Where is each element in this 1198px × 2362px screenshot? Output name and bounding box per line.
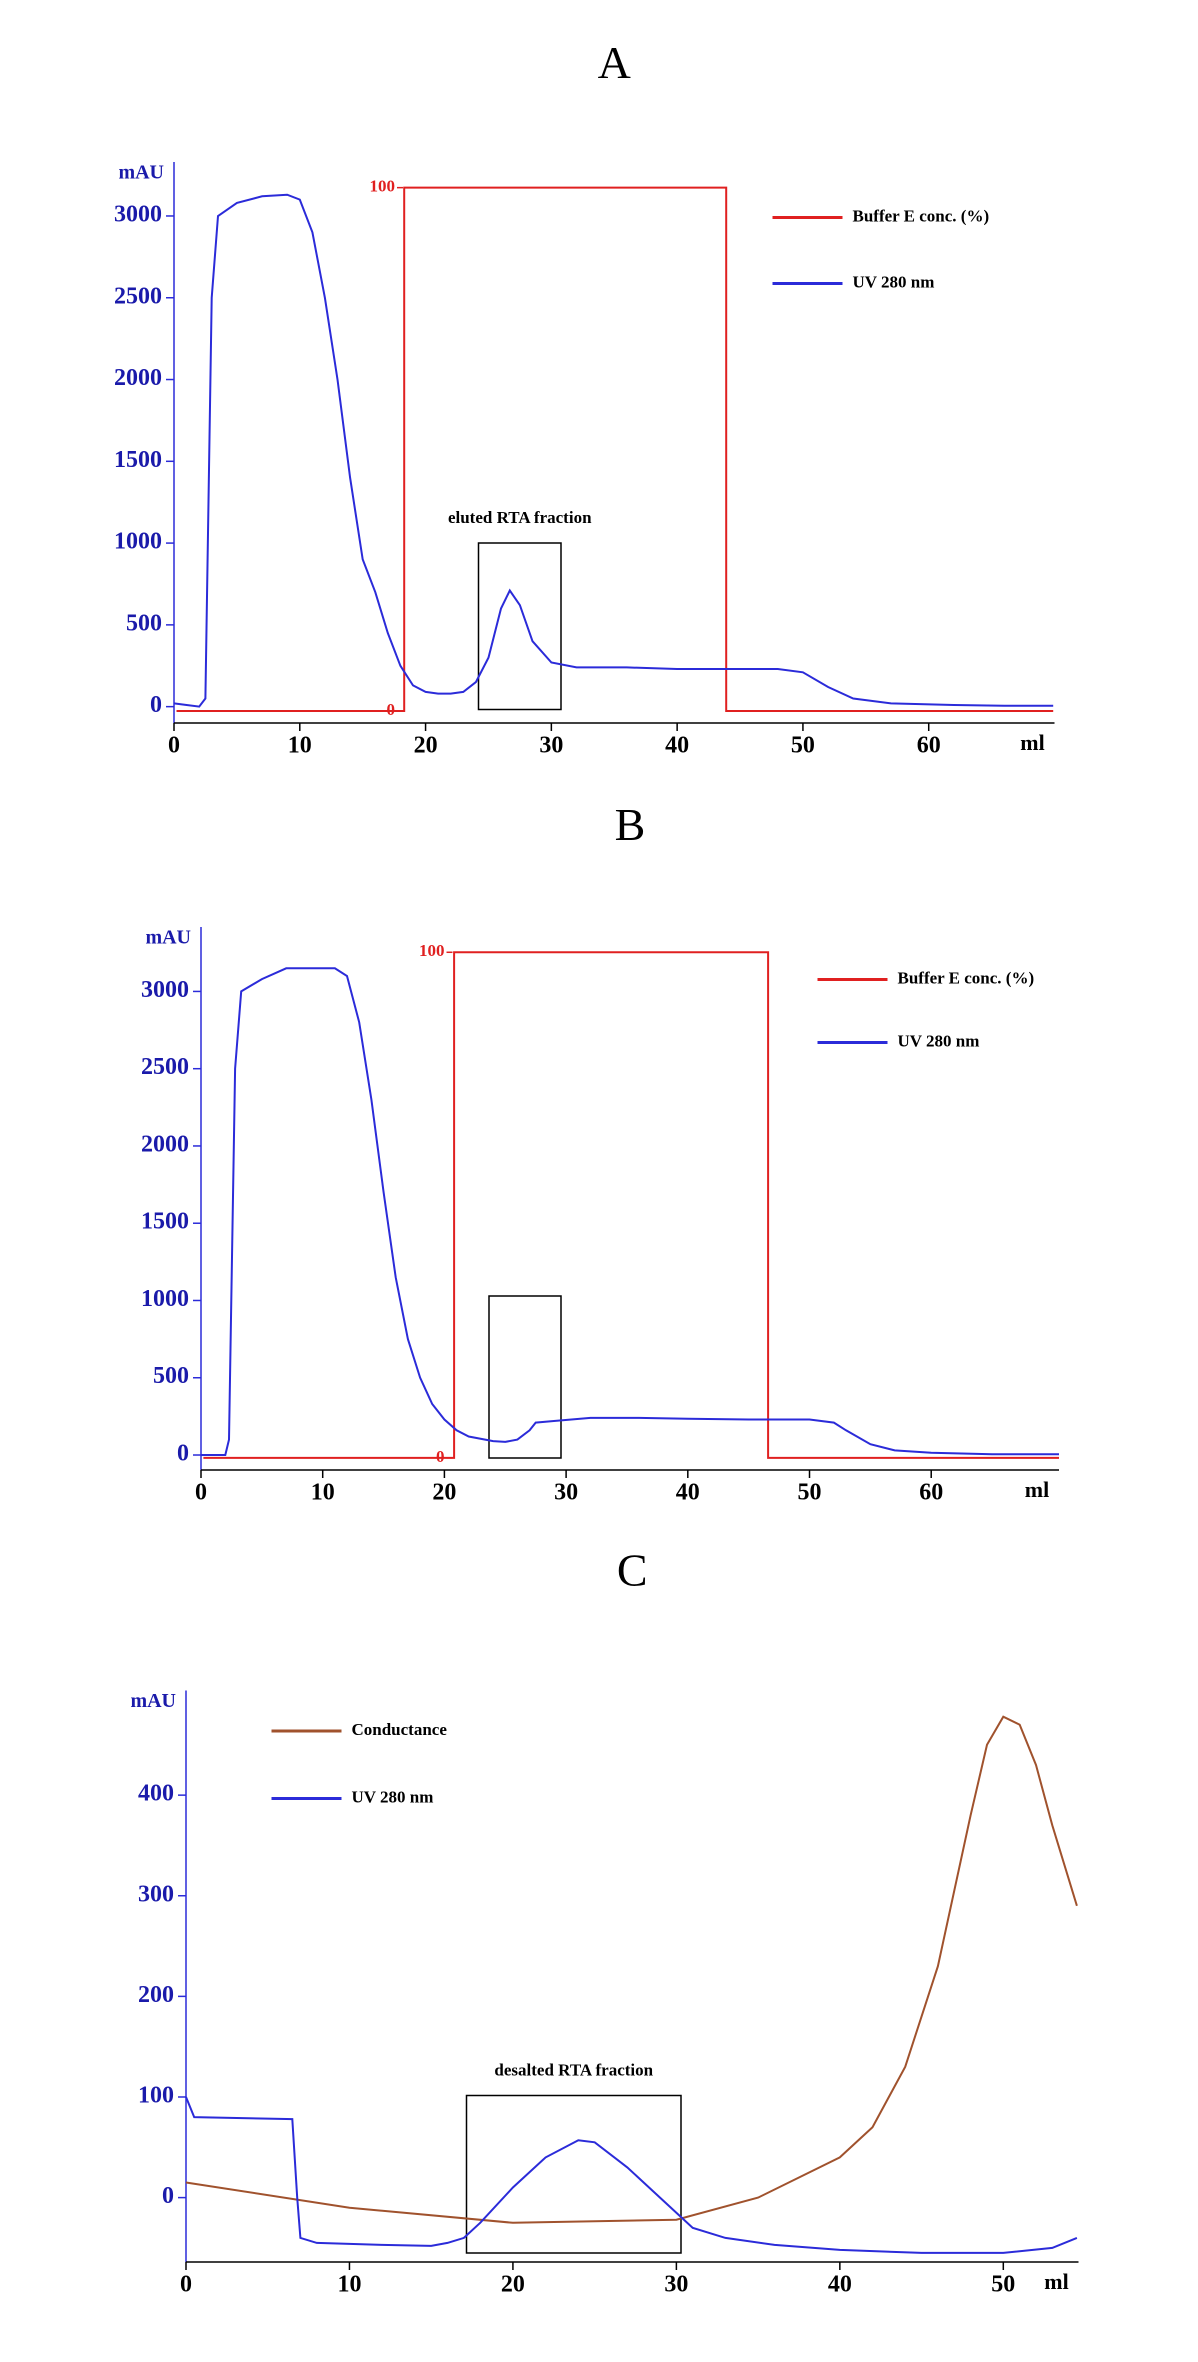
x-tick-label: 10: [311, 1480, 335, 1506]
series-line: [173, 193, 1054, 708]
y-tick-label: 200: [138, 1982, 174, 2008]
x-axis-label: ml: [1025, 1477, 1049, 1502]
y-tick-label: 2500: [141, 1054, 189, 1080]
x-tick-label: 10: [337, 2272, 361, 2298]
x-tick-label: 20: [501, 2272, 525, 2298]
x-tick-label: 30: [554, 1480, 578, 1506]
annotation: desalted RTA fraction: [494, 2060, 653, 2079]
x-tick-label: 40: [665, 733, 689, 759]
y-tick-label: 3000: [114, 201, 162, 227]
x-tick-label: 40: [676, 1480, 700, 1506]
fraction-box: [465, 2094, 682, 2254]
y-tick-label: 0: [177, 1441, 189, 1467]
y-tick-label: 300: [138, 1881, 174, 1907]
x-tick-label: 10: [288, 733, 312, 759]
x-tick-label: 0: [168, 733, 180, 759]
series-line: [185, 1715, 1078, 2224]
x-tick-label: 0: [180, 2272, 192, 2298]
legend-label: Buffer E conc. (%): [898, 968, 1035, 987]
chart-title: A: [598, 37, 631, 88]
legend-label: UV 280 nm: [853, 272, 935, 291]
y-tick-label: 400: [138, 1781, 174, 1807]
y2-tick-label: 100: [370, 177, 396, 196]
y-tick-label: 0: [150, 692, 162, 718]
legend-label: Buffer E conc. (%): [853, 206, 990, 225]
y2-tick-label: 0: [436, 1447, 445, 1466]
y-tick-label: 0: [162, 2183, 174, 2209]
x-axis-label: ml: [1020, 730, 1044, 755]
y-tick-label: 1500: [141, 1209, 189, 1235]
x-tick-label: 30: [664, 2272, 688, 2298]
y-axis-label: mAU: [145, 927, 191, 949]
y2-tick-label: 100: [419, 941, 445, 960]
series-line: [185, 2096, 1078, 2254]
x-tick-label: 40: [828, 2272, 852, 2298]
y-axis-label: mAU: [118, 162, 164, 184]
chart-title: B: [615, 799, 646, 850]
x-tick-label: 50: [798, 1480, 822, 1506]
x-tick-label: 30: [539, 733, 563, 759]
y-tick-label: 500: [153, 1363, 189, 1389]
y2-tick-label: 0: [387, 700, 396, 719]
x-tick-label: 20: [432, 1480, 456, 1506]
y-axis-label: mAU: [130, 1690, 176, 1712]
x-tick-label: 20: [414, 733, 438, 759]
x-tick-label: 50: [991, 2272, 1015, 2298]
x-tick-label: 50: [791, 733, 815, 759]
fraction-box: [488, 1295, 562, 1459]
chart-title: C: [617, 1545, 648, 1596]
y-tick-label: 1500: [114, 447, 162, 473]
y-tick-label: 2000: [141, 1131, 189, 1157]
x-tick-label: 60: [917, 733, 941, 759]
legend-label: Conductance: [352, 1720, 448, 1739]
y-tick-label: 2000: [114, 365, 162, 391]
y-tick-label: 500: [126, 610, 162, 636]
x-tick-label: 60: [919, 1480, 943, 1506]
x-axis-label: ml: [1044, 2269, 1068, 2294]
series-line: [176, 186, 1054, 712]
legend-label: UV 280 nm: [898, 1031, 980, 1050]
series-line: [203, 951, 1059, 1459]
x-tick-label: 0: [195, 1480, 207, 1506]
series-line: [201, 967, 1059, 1456]
y-tick-label: 1000: [141, 1286, 189, 1312]
y-tick-label: 100: [138, 2082, 174, 2108]
fraction-box: [477, 542, 562, 711]
y-tick-label: 1000: [114, 529, 162, 555]
legend-label: UV 280 nm: [352, 1787, 434, 1806]
y-tick-label: 2500: [114, 283, 162, 309]
annotation: eluted RTA fraction: [448, 508, 592, 527]
y-tick-label: 3000: [141, 977, 189, 1003]
